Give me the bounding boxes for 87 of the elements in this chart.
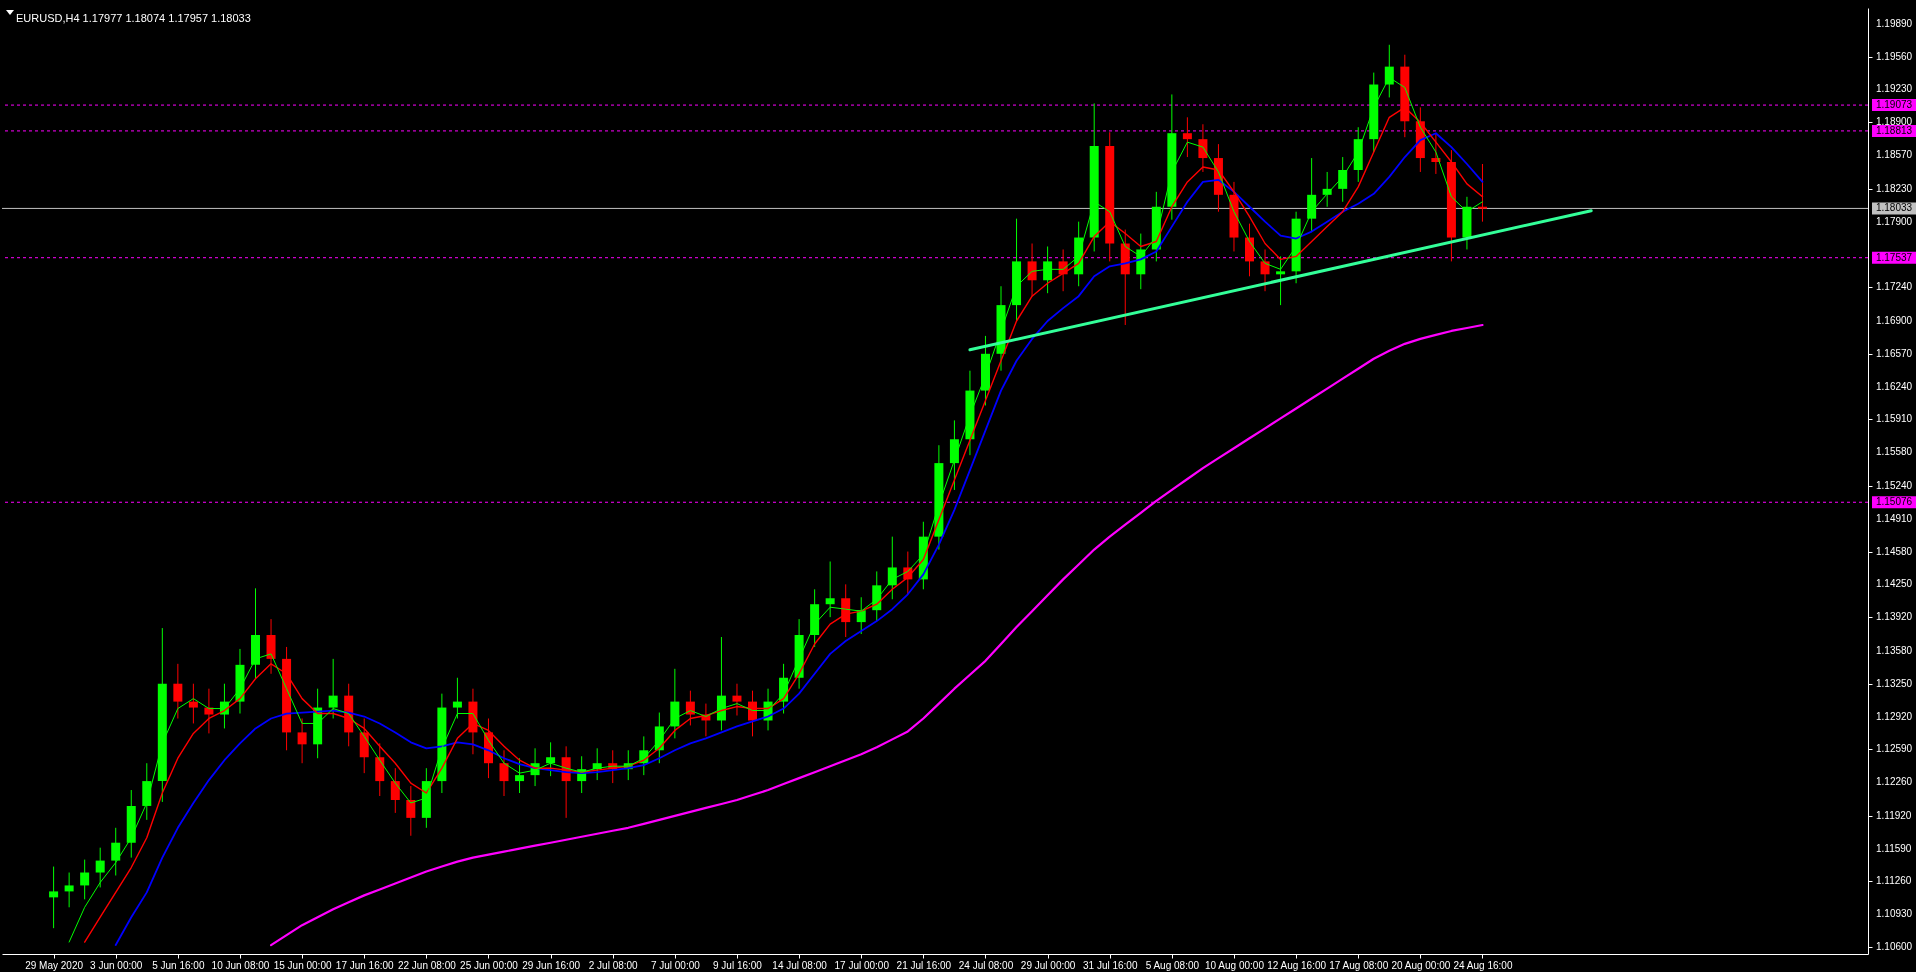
candlestick: [515, 757, 525, 794]
y-tick-label: 1.14580: [1876, 545, 1913, 557]
y-tick-label: 1.15580: [1876, 446, 1913, 458]
x-tick-label: 10 Aug 00:00: [1205, 959, 1265, 971]
y-tick-label: 1.10930: [1876, 908, 1913, 920]
x-tick-label: 2 Jul 08:00: [588, 959, 639, 971]
y-tick-label: 1.19890: [1876, 17, 1913, 29]
candlestick: [1182, 116, 1192, 158]
x-tick-label: 5 Aug 08:00: [1145, 959, 1200, 971]
x-tick-label: 29 May 2020: [25, 959, 84, 971]
candlestick: [1307, 157, 1317, 233]
y-tick-label: 1.12920: [1876, 710, 1913, 722]
y-tick-label: 1.13580: [1876, 644, 1913, 656]
y-tick-label: 1.16900: [1876, 315, 1913, 327]
candlestick: [95, 847, 105, 888]
candlestick: [390, 767, 400, 814]
y-tick-label: 1.12590: [1876, 743, 1913, 755]
x-tick-label: 29 Jun 16:00: [522, 959, 581, 971]
x-tick-label: 7 Jul 00:00: [650, 959, 701, 971]
candlestick: [452, 677, 462, 719]
y-tick-label: 1.15910: [1876, 413, 1913, 425]
x-tick-label: 3 Jun 00:00: [90, 959, 143, 971]
candlestick: [328, 658, 338, 719]
candlestick: [499, 749, 509, 797]
x-tick-label: 17 Aug 08:00: [1329, 959, 1389, 971]
x-tick-label: 17 Jun 16:00: [335, 959, 395, 971]
ref-line-label: 1.15076: [1875, 496, 1913, 508]
x-tick-label: 20 Aug 00:00: [1391, 959, 1451, 971]
candlestick: [1198, 123, 1208, 173]
candlestick: [1260, 248, 1270, 292]
candlestick: [406, 785, 416, 837]
x-tick-label: 9 Jul 16:00: [713, 959, 763, 971]
x-tick-label: 17 Jul 00:00: [834, 959, 890, 971]
candlestick: [64, 872, 74, 908]
x-tick-label: 25 Jun 00:00: [460, 959, 519, 971]
y-tick-label: 1.17240: [1876, 281, 1913, 293]
candlestick: [111, 827, 121, 876]
ref-line-label: 1.19073: [1875, 99, 1913, 111]
x-tick-label: 24 Aug 16:00: [1453, 959, 1513, 971]
candlestick: [173, 663, 183, 719]
y-tick-label: 1.17900: [1876, 215, 1913, 227]
ref-line-label: 1.18033: [1875, 202, 1913, 214]
y-tick-label: 1.18570: [1876, 149, 1913, 161]
y-tick-label: 1.19230: [1876, 83, 1913, 95]
x-tick-label: 29 Jul 00:00: [1020, 959, 1076, 971]
candlestick: [825, 560, 835, 618]
candlestick: [297, 717, 307, 764]
candlestick: [887, 536, 897, 600]
candlestick: [266, 618, 276, 675]
candlestick: [204, 688, 214, 734]
x-tick-label: 10 Jun 08:00: [211, 959, 270, 971]
x-tick-label: 5 Jun 16:00: [152, 959, 205, 971]
candlestick: [375, 742, 385, 797]
candlestick: [80, 859, 90, 900]
y-tick-label: 1.15240: [1876, 479, 1913, 491]
candlestick: [188, 683, 198, 724]
chart-title: EURUSD,H4 1.17977 1.18074 1.17957 1.18033: [16, 12, 251, 24]
candlestick: [732, 683, 742, 717]
x-tick-label: 21 Jul 16:00: [896, 959, 952, 971]
y-tick-label: 1.14250: [1876, 578, 1913, 590]
y-tick-label: 1.13920: [1876, 611, 1913, 623]
y-tick-label: 1.16570: [1876, 347, 1913, 359]
ref-line-label: 1.17537: [1875, 251, 1913, 263]
y-tick-label: 1.12260: [1876, 776, 1913, 788]
candlestick: [685, 690, 695, 726]
candlestick: [49, 866, 59, 929]
candlestick: [949, 419, 959, 491]
candlestick: [546, 741, 556, 777]
x-tick-label: 22 Jun 08:00: [397, 959, 457, 971]
y-tick-label: 1.16240: [1876, 380, 1913, 392]
x-tick-label: 12 Aug 16:00: [1267, 959, 1327, 971]
x-tick-label: 31 Jul 16:00: [1082, 959, 1138, 971]
y-tick-label: 1.10600: [1876, 941, 1913, 953]
y-tick-label: 1.13250: [1876, 677, 1913, 689]
x-tick-label: 24 Jul 08:00: [958, 959, 1014, 971]
x-tick-label: 15 Jun 00:00: [273, 959, 332, 971]
candlestick: [1276, 255, 1286, 306]
y-tick-label: 1.11920: [1876, 809, 1912, 821]
y-tick-label: 1.19560: [1876, 50, 1913, 62]
ref-line-label: 1.18813: [1875, 124, 1913, 136]
candlestick: [1027, 243, 1037, 297]
y-tick-label: 1.18230: [1876, 182, 1913, 194]
candlestick: [1043, 245, 1053, 294]
y-tick-label: 1.11260: [1876, 875, 1912, 887]
y-tick-label: 1.14910: [1876, 512, 1913, 524]
x-tick-label: 14 Jul 08:00: [772, 959, 828, 971]
y-tick-label: 1.11590: [1876, 842, 1912, 854]
